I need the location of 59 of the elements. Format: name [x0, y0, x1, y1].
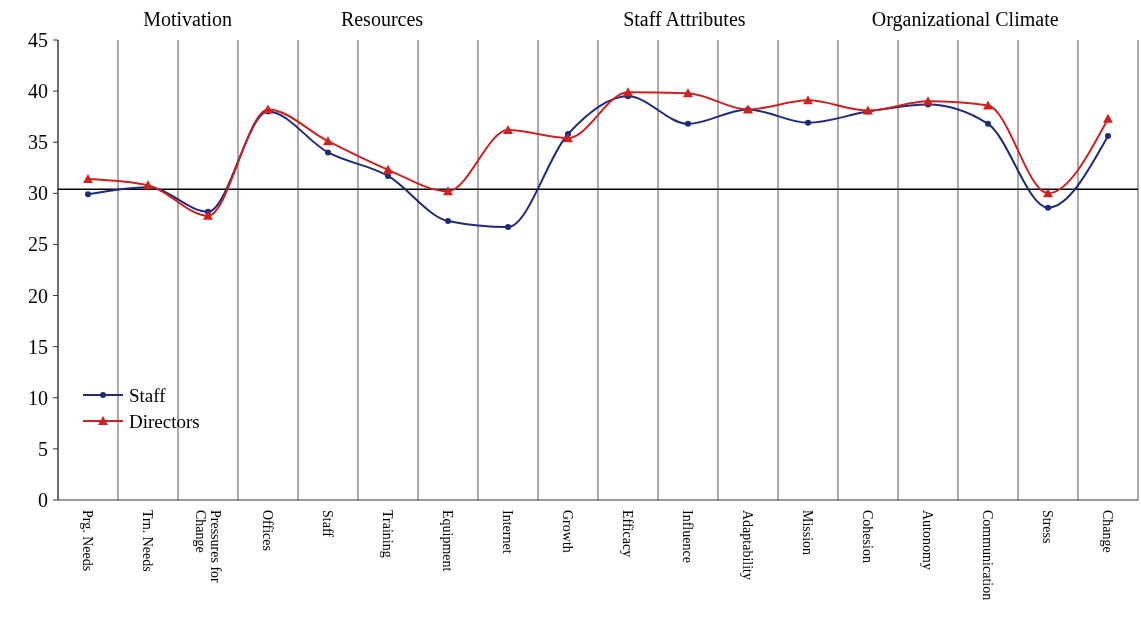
x-tick-label: Efficacy — [620, 510, 636, 558]
point — [203, 210, 213, 220]
point — [563, 133, 573, 143]
point — [1103, 113, 1113, 123]
point — [325, 149, 331, 156]
x-tick-label: Offices — [260, 510, 276, 551]
point — [445, 217, 451, 224]
x-tick-label: Stress — [1040, 510, 1056, 544]
y-tick-label: 15 — [28, 335, 48, 358]
x-tick-label: Internet — [500, 510, 516, 554]
point — [323, 136, 333, 146]
x-tick-label: Adaptability — [740, 510, 756, 580]
x-tick-label: Pressures for Change — [192, 510, 223, 584]
y-tick-label: 5 — [38, 437, 48, 460]
point — [503, 124, 513, 134]
y-tick-label: 45 — [28, 29, 48, 51]
point — [923, 96, 933, 106]
point — [505, 224, 511, 231]
x-tick-label: Prg. Needs — [80, 510, 96, 572]
point — [685, 120, 691, 127]
x-tick-label: Influence — [680, 510, 696, 563]
x-tick-label: Change — [1100, 510, 1116, 553]
x-tick-label: Cohesion — [860, 510, 876, 563]
point — [143, 180, 153, 190]
x-tick-label: Staff — [320, 510, 336, 538]
legend-label: Directors — [129, 410, 200, 432]
x-tick-label: Training — [380, 510, 396, 558]
x-tick-label: Autonomy — [920, 510, 936, 570]
legend-label: Staff — [129, 384, 167, 406]
point — [263, 104, 273, 114]
y-tick-label: 10 — [28, 386, 48, 409]
point — [383, 164, 393, 174]
point — [385, 172, 391, 179]
y-tick-label: 25 — [28, 233, 48, 256]
point — [1105, 133, 1111, 140]
point — [683, 88, 693, 98]
point — [1045, 204, 1051, 211]
x-tick-label: Growth — [560, 510, 576, 553]
point — [1043, 188, 1053, 198]
x-tick-label: Equipment — [440, 510, 456, 572]
text: Staff Attributes — [623, 8, 746, 30]
point — [803, 95, 813, 105]
point — [443, 186, 453, 196]
y-tick-label: 20 — [28, 284, 48, 307]
x-tick-label: Mission — [800, 510, 816, 556]
y-tick-label: 40 — [28, 80, 48, 103]
point — [805, 119, 811, 126]
x-tick-label: Communication — [980, 510, 996, 601]
y-tick-label: 35 — [28, 131, 48, 154]
text: Resources — [340, 8, 424, 30]
y-tick-label: 0 — [38, 489, 48, 511]
point — [623, 87, 633, 97]
point — [83, 174, 93, 184]
text: Organizational Climate — [871, 8, 1059, 31]
x-tick-label: Trn. Needs — [140, 510, 156, 572]
point — [985, 120, 991, 127]
point — [85, 191, 91, 198]
y-tick-label: 30 — [28, 182, 48, 205]
text: Motivation — [143, 8, 233, 30]
